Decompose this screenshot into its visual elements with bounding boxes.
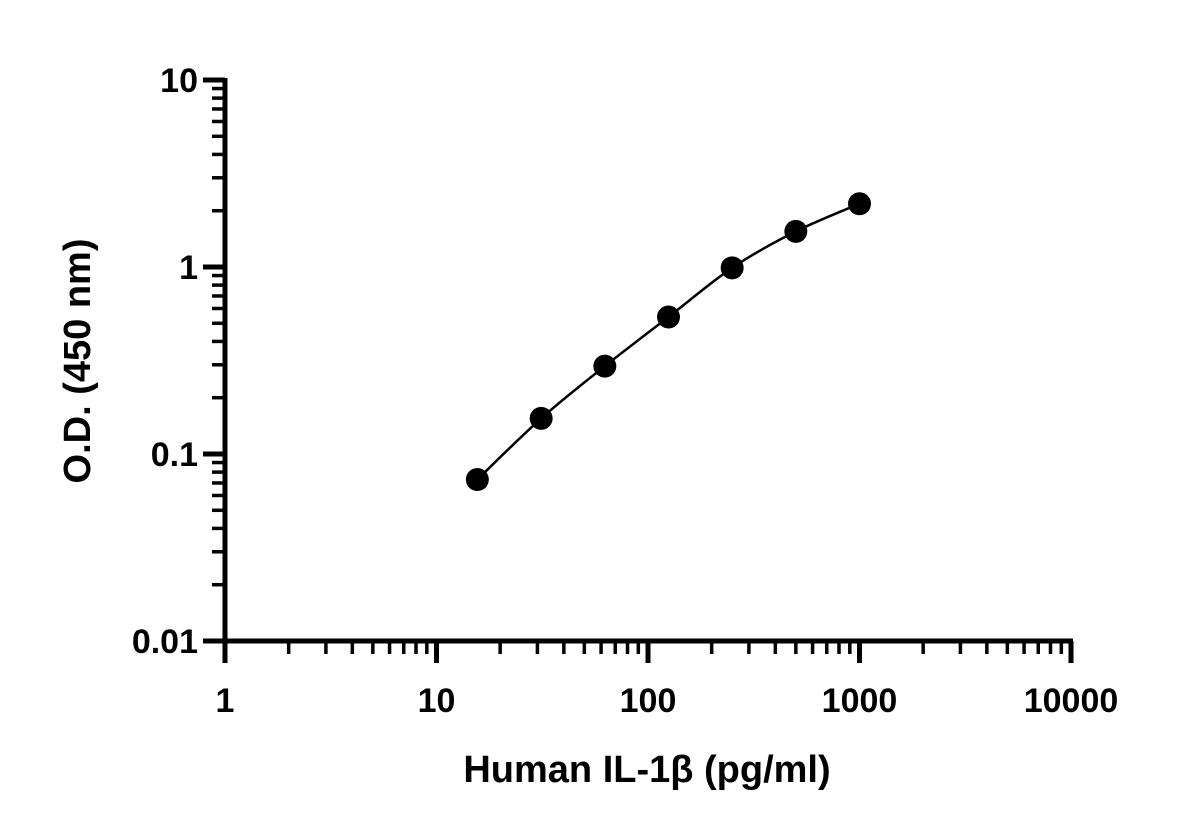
- axes: [222, 78, 1073, 644]
- fit-curve: [476, 202, 860, 481]
- data-point: [720, 256, 744, 280]
- data-point: [656, 305, 680, 329]
- x-tick-label: 1000: [822, 682, 898, 720]
- data-point: [593, 354, 617, 378]
- y-axis-title: O.D. (450 nm): [57, 239, 99, 484]
- data-point: [848, 192, 871, 216]
- tick-labels: 1 10 100 1000 10000 0.01 0.1 1 10: [132, 62, 1118, 720]
- data-point: [784, 219, 808, 243]
- data-points: [465, 192, 871, 492]
- data-point: [465, 468, 489, 492]
- y-tick-label: 0.1: [151, 436, 198, 474]
- data-point: [529, 406, 553, 430]
- y-tick-label: 1: [179, 249, 198, 287]
- x-tick-label: 100: [620, 682, 677, 720]
- x-tick-label: 10: [418, 682, 456, 720]
- x-tick-label: 1: [216, 682, 235, 720]
- minor-ticks: [212, 86, 1064, 654]
- y-tick-label: 10: [160, 62, 198, 100]
- x-axis-title: Human IL-1β (pg/ml): [463, 749, 830, 791]
- y-tick-label: 0.01: [132, 623, 198, 661]
- x-tick-label: 10000: [1024, 682, 1119, 720]
- major-ticks: [203, 77, 1074, 663]
